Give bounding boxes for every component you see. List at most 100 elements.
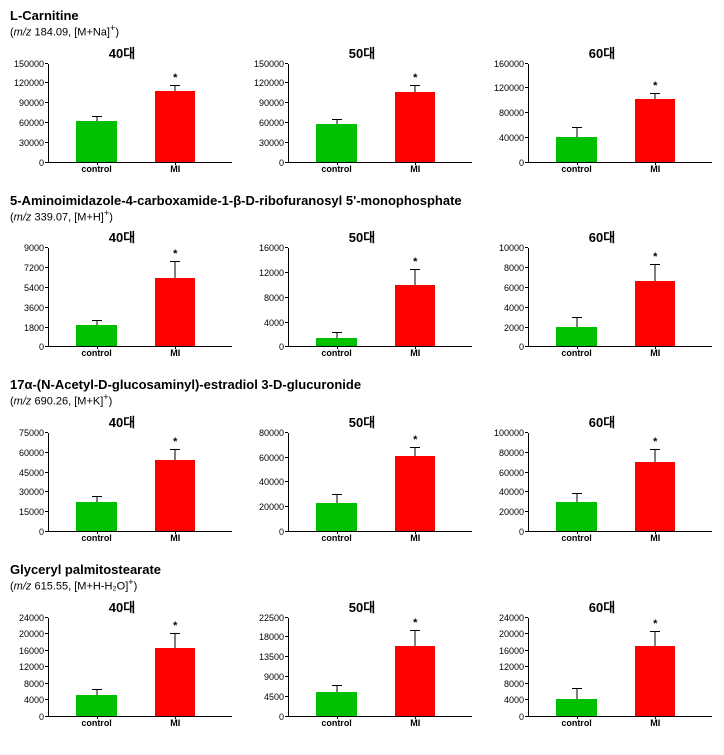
y-tick-mark [285, 676, 288, 677]
y-tick-label: 8000 [8, 679, 44, 689]
bar-chart: *controlMI020000400006000080000 [248, 433, 476, 548]
significance-star: * [653, 80, 657, 92]
bar-chart: *controlMI04000800012000160002000024000 [488, 618, 716, 733]
y-tick-mark [525, 87, 528, 88]
error-cap [170, 261, 180, 262]
significance-star: * [173, 436, 177, 448]
y-tick-label: 4000 [248, 318, 284, 328]
error-bar [175, 262, 176, 277]
x-label-mi: MI [395, 533, 435, 543]
compound-mz: (m/z 339.07, [M+H]+) [10, 208, 716, 224]
chart-panel: 40대*controlMI018003600540072009000 [8, 227, 236, 363]
y-tick-label: 45000 [8, 468, 44, 478]
y-tick-mark [45, 633, 48, 634]
error-bar [175, 450, 176, 461]
y-tick-mark [525, 247, 528, 248]
y-tick-mark [285, 696, 288, 697]
chart-panel: 40대*controlMI01500030000450006000075000 [8, 412, 236, 548]
error-bar [576, 494, 577, 502]
error-bar [96, 321, 97, 325]
y-tick-mark [525, 432, 528, 433]
y-tick-mark [45, 452, 48, 453]
y-tick-mark [45, 82, 48, 83]
chart-panel: 50대*controlMI045009000135001800022500 [248, 597, 476, 733]
error-bar [655, 94, 656, 99]
control-bar [76, 121, 116, 162]
y-tick-label: 30000 [248, 138, 284, 148]
bar-chart: *controlMI0400080001200016000 [248, 248, 476, 363]
control-bar [76, 502, 116, 531]
y-tick-label: 8000 [488, 679, 524, 689]
x-label-control: control [556, 533, 596, 543]
y-tick-mark [525, 699, 528, 700]
mi-bar: * [155, 460, 195, 531]
chart-panel: 40대*controlMI030000600009000012000015000… [8, 43, 236, 179]
y-tick-label: 90000 [8, 98, 44, 108]
error-cap [410, 85, 420, 86]
y-tick-label: 10000 [488, 243, 524, 253]
error-cap [650, 631, 660, 632]
y-tick-mark [525, 267, 528, 268]
y-tick-label: 4000 [488, 695, 524, 705]
x-label-mi: MI [155, 164, 195, 174]
x-label-control: control [556, 348, 596, 358]
y-tick-label: 2000 [488, 323, 524, 333]
error-cap [332, 494, 342, 495]
y-tick-mark [45, 162, 48, 163]
y-tick-label: 60000 [488, 468, 524, 478]
bar-chart: *controlMI0200040006000800010000 [488, 248, 716, 363]
y-tick-label: 80000 [488, 108, 524, 118]
control-bar [316, 692, 356, 716]
chart-panel: 40대*controlMI040008000120001600020000240… [8, 597, 236, 733]
chart-row: 40대*controlMI030000600009000012000015000… [8, 43, 716, 179]
y-tick-label: 20000 [248, 502, 284, 512]
y-tick-mark [285, 636, 288, 637]
x-label-mi: MI [155, 533, 195, 543]
y-tick-label: 4000 [8, 695, 44, 705]
y-tick-label: 75000 [8, 428, 44, 438]
y-tick-mark [45, 287, 48, 288]
y-tick-mark [525, 112, 528, 113]
y-tick-label: 1800 [8, 323, 44, 333]
error-cap [572, 688, 582, 689]
bar-chart: *controlMI04000800012000160002000024000 [8, 618, 236, 733]
control-bar [556, 327, 596, 347]
plot-area: *controlMI [528, 248, 712, 347]
y-tick-label: 4500 [248, 692, 284, 702]
y-tick-label: 16000 [488, 646, 524, 656]
control-bar [556, 137, 596, 162]
compound-name: Glyceryl palmitostearate [10, 562, 716, 577]
mi-bar: * [635, 462, 675, 531]
x-label-mi: MI [395, 718, 435, 728]
y-tick-mark [525, 511, 528, 512]
y-tick-mark [285, 432, 288, 433]
error-bar [415, 270, 416, 285]
error-bar [336, 686, 337, 692]
figure-root: L-Carnitine(m/z 184.09, [M+Na]+)40대*cont… [8, 8, 716, 733]
plot-area: *controlMI [288, 433, 472, 532]
y-tick-mark [285, 346, 288, 347]
y-tick-label: 0 [488, 158, 524, 168]
y-tick-label: 150000 [248, 59, 284, 69]
y-tick-label: 13500 [248, 652, 284, 662]
y-tick-label: 3600 [8, 303, 44, 313]
y-tick-mark [285, 247, 288, 248]
y-tick-mark [45, 327, 48, 328]
mi-bar: * [155, 278, 195, 347]
x-label-control: control [556, 718, 596, 728]
y-tick-label: 20000 [488, 629, 524, 639]
y-tick-mark [45, 247, 48, 248]
x-label-mi: MI [635, 348, 675, 358]
error-cap [170, 85, 180, 86]
y-tick-label: 20000 [8, 629, 44, 639]
y-tick-label: 60000 [8, 448, 44, 458]
significance-star: * [653, 618, 657, 630]
x-label-mi: MI [635, 164, 675, 174]
error-cap [650, 264, 660, 265]
y-tick-label: 100000 [488, 428, 524, 438]
error-cap [332, 119, 342, 120]
chart-panel: 60대*controlMI04000080000120000160000 [488, 43, 716, 179]
mi-bar: * [395, 285, 435, 346]
bar-chart: *controlMI01500030000450006000075000 [8, 433, 236, 548]
y-tick-mark [45, 650, 48, 651]
